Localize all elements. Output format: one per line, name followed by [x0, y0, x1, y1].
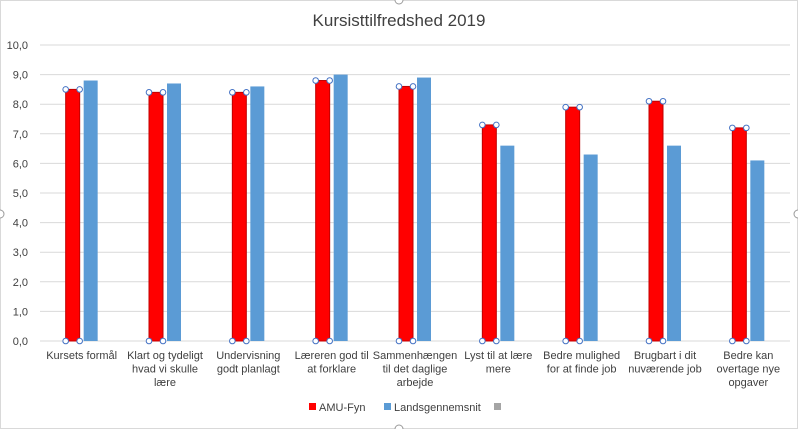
- selection-handle[interactable]: [576, 337, 583, 345]
- x-category-label: Bedre kan overtage nye opgaver: [717, 350, 781, 389]
- y-tick-label: 10,0: [7, 40, 28, 52]
- bar-landsgennemsnit[interactable]: [333, 74, 348, 341]
- bars: [65, 74, 765, 342]
- bar-amu-fyn[interactable]: [731, 127, 747, 342]
- y-tick-label: 8,0: [13, 99, 28, 111]
- selection-handle[interactable]: [326, 337, 333, 345]
- x-axis-categories: Kursets formål Klart og tydeligt hvad vi s…: [46, 350, 780, 389]
- x-category-label: Brugbart i dit nuværende job: [628, 350, 701, 376]
- resize-handle[interactable]: [394, 0, 404, 5]
- selection-handle[interactable]: [312, 337, 319, 345]
- y-tick-label: 9,0: [13, 70, 28, 82]
- selection-handle[interactable]: [409, 83, 417, 90]
- selection-handle[interactable]: [562, 337, 569, 345]
- resize-handle[interactable]: [394, 424, 404, 429]
- selection-handle[interactable]: [743, 124, 750, 132]
- legend[interactable]: AMU-Fyn Landsgennemsnit: [309, 402, 501, 414]
- selection-handle[interactable]: [493, 121, 500, 129]
- bar-amu-fyn[interactable]: [315, 80, 331, 342]
- selection-handle[interactable]: [562, 103, 569, 111]
- y-tick-label: 1,0: [13, 306, 28, 318]
- selection-handle[interactable]: [76, 86, 83, 93]
- y-tick-label: 7,0: [13, 129, 28, 141]
- legend-label: AMU-Fyn: [319, 402, 365, 414]
- selection-handle[interactable]: [159, 337, 167, 345]
- selection-handle[interactable]: [326, 77, 333, 84]
- selection-handle[interactable]: [645, 97, 653, 105]
- selection-handle[interactable]: [145, 337, 153, 345]
- selection-handle[interactable]: [62, 86, 69, 93]
- x-category-label: Læreren god til at forklare: [295, 350, 369, 376]
- bar-landsgennemsnit[interactable]: [83, 80, 98, 342]
- bar-amu-fyn[interactable]: [231, 91, 247, 342]
- bar-landsgennemsnit[interactable]: [500, 145, 515, 341]
- legend-swatch: [384, 403, 391, 410]
- resize-handle[interactable]: [793, 209, 798, 219]
- bar-landsgennemsnit[interactable]: [417, 77, 431, 341]
- selection-handle[interactable]: [395, 83, 403, 90]
- bar-amu-fyn[interactable]: [65, 88, 81, 342]
- selection-handle[interactable]: [659, 97, 667, 105]
- selection-handle[interactable]: [493, 337, 500, 345]
- x-category-label: Lyst til at lære mere: [464, 350, 532, 376]
- y-tick-label: 0,0: [13, 336, 28, 348]
- selection-handle[interactable]: [729, 124, 736, 132]
- selection-handle[interactable]: [76, 337, 83, 345]
- bar-landsgennemsnit[interactable]: [167, 83, 181, 341]
- bar-landsgennemsnit[interactable]: [583, 154, 598, 341]
- bar-amu-fyn[interactable]: [398, 85, 414, 342]
- y-tick-label: 6,0: [13, 158, 28, 170]
- selection-handle[interactable]: [729, 337, 736, 345]
- selection-handle[interactable]: [479, 121, 486, 129]
- x-category-label: Klart og tydeligt hvad vi skulle lære: [127, 350, 203, 389]
- bar-landsgennemsnit[interactable]: [750, 160, 765, 341]
- y-tick-label: 3,0: [13, 247, 28, 259]
- selection-handle[interactable]: [312, 77, 319, 84]
- y-axis-ticks: 0,0 1,0 2,0 3,0 4,0 5,0 6,0 7,0 8,0 9,0 10,0: [7, 40, 28, 348]
- selection-handle[interactable]: [145, 89, 153, 96]
- x-category-label: Undervisning godt planlagt: [216, 350, 280, 376]
- bar-amu-fyn[interactable]: [481, 124, 497, 342]
- x-category-label: Bedre mulighed for at finde job: [543, 350, 620, 376]
- resize-handle[interactable]: [0, 209, 5, 219]
- legend-swatch: [309, 403, 316, 410]
- selection-handle[interactable]: [479, 337, 486, 345]
- selection-handle[interactable]: [576, 103, 583, 111]
- selection-handle[interactable]: [229, 89, 236, 96]
- bar-amu-fyn[interactable]: [648, 100, 664, 342]
- bar-amu-fyn[interactable]: [565, 106, 581, 342]
- selection-handle[interactable]: [243, 89, 250, 96]
- x-category-label: Sammenhængen til det daglige arbejde: [373, 350, 457, 389]
- y-tick-label: 2,0: [13, 277, 28, 289]
- selection-handle[interactable]: [159, 89, 167, 96]
- selection-handle[interactable]: [659, 337, 667, 345]
- bar-landsgennemsnit[interactable]: [667, 145, 681, 341]
- legend-swatch: [494, 403, 501, 410]
- x-category-label: Kursets formål: [46, 350, 117, 362]
- bar-landsgennemsnit[interactable]: [250, 86, 265, 341]
- selection-handle[interactable]: [409, 337, 417, 345]
- selection-handle[interactable]: [229, 337, 236, 345]
- selection-handle[interactable]: [243, 337, 250, 345]
- chart-title: Kursisttilfredshed 2019: [313, 11, 486, 30]
- selection-handle[interactable]: [645, 337, 653, 345]
- y-tick-label: 5,0: [13, 188, 28, 200]
- bar-amu-fyn[interactable]: [148, 91, 164, 342]
- y-tick-label: 4,0: [13, 218, 28, 230]
- selection-handle[interactable]: [743, 337, 750, 345]
- selection-handle[interactable]: [395, 337, 403, 345]
- selection-handle[interactable]: [62, 337, 69, 345]
- legend-label: Landsgennemsnit: [394, 402, 481, 414]
